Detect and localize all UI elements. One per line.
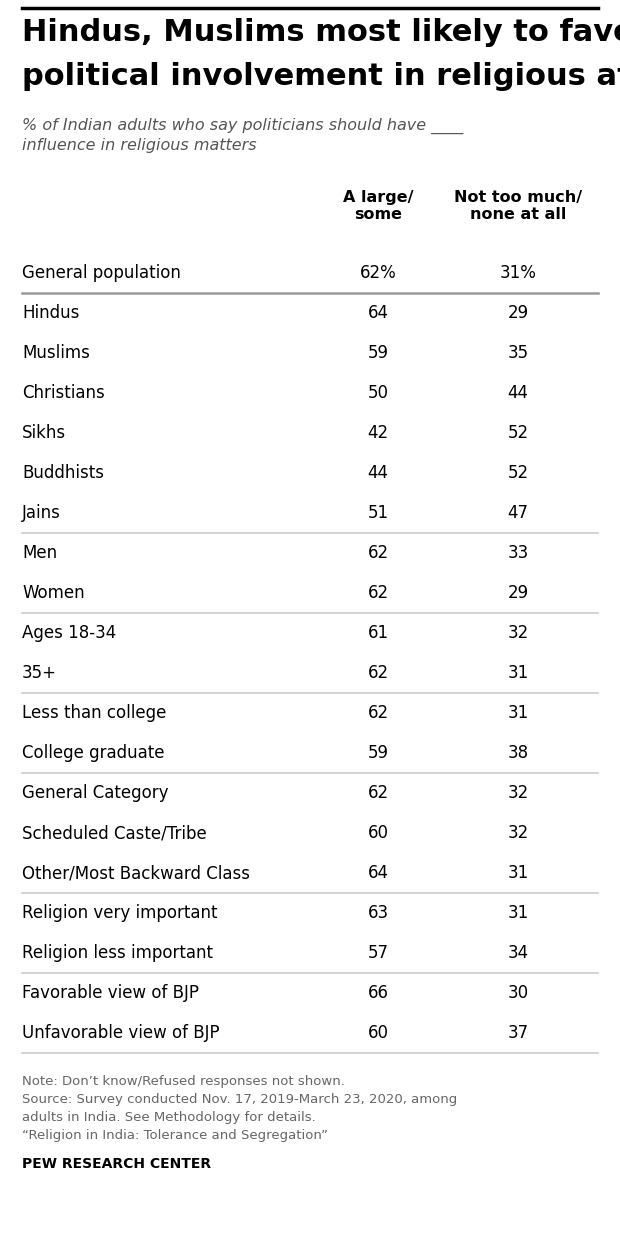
Text: 50: 50 xyxy=(368,384,389,402)
Text: 44: 44 xyxy=(508,384,528,402)
Text: 60: 60 xyxy=(368,1024,389,1042)
Text: General population: General population xyxy=(22,264,181,282)
Text: 31%: 31% xyxy=(500,264,536,282)
Text: 31: 31 xyxy=(507,904,529,922)
Text: 42: 42 xyxy=(368,423,389,442)
Text: 62%: 62% xyxy=(360,264,396,282)
Text: Hindus: Hindus xyxy=(22,305,79,322)
Text: Sikhs: Sikhs xyxy=(22,423,66,442)
Text: 33: 33 xyxy=(507,543,529,562)
Text: College graduate: College graduate xyxy=(22,744,164,763)
Text: 51: 51 xyxy=(368,504,389,522)
Text: 64: 64 xyxy=(368,305,389,322)
Text: Religion very important: Religion very important xyxy=(22,904,218,922)
Text: 31: 31 xyxy=(507,864,529,881)
Text: 31: 31 xyxy=(507,704,529,722)
Text: Ages 18-34: Ages 18-34 xyxy=(22,624,117,643)
Text: 47: 47 xyxy=(508,504,528,522)
Text: PEW RESEARCH CENTER: PEW RESEARCH CENTER xyxy=(22,1158,211,1171)
Text: 38: 38 xyxy=(507,744,529,763)
Text: Hindus, Muslims most likely to favor: Hindus, Muslims most likely to favor xyxy=(22,19,620,47)
Text: A large/
some: A large/ some xyxy=(343,189,414,223)
Text: Other/Most Backward Class: Other/Most Backward Class xyxy=(22,864,250,881)
Text: 35: 35 xyxy=(507,344,529,361)
Text: Christians: Christians xyxy=(22,384,105,402)
Text: 62: 62 xyxy=(368,784,389,802)
Text: 52: 52 xyxy=(507,423,529,442)
Text: 29: 29 xyxy=(507,305,529,322)
Text: 59: 59 xyxy=(368,744,389,763)
Text: Not too much/
none at all: Not too much/ none at all xyxy=(454,189,582,223)
Text: 62: 62 xyxy=(368,704,389,722)
Text: Less than college: Less than college xyxy=(22,704,166,722)
Text: 34: 34 xyxy=(507,945,529,962)
Text: 52: 52 xyxy=(507,464,529,482)
Text: 64: 64 xyxy=(368,864,389,881)
Text: Unfavorable view of BJP: Unfavorable view of BJP xyxy=(22,1024,219,1042)
Text: Muslims: Muslims xyxy=(22,344,90,361)
Text: Favorable view of BJP: Favorable view of BJP xyxy=(22,984,199,1002)
Text: 60: 60 xyxy=(368,825,389,842)
Text: 62: 62 xyxy=(368,664,389,682)
Text: 66: 66 xyxy=(368,984,389,1002)
Text: 57: 57 xyxy=(368,945,389,962)
Text: 30: 30 xyxy=(507,984,529,1002)
Text: 37: 37 xyxy=(507,1024,529,1042)
Text: 44: 44 xyxy=(368,464,389,482)
Text: Note: Don’t know/Refused responses not shown.
Source: Survey conducted Nov. 17, : Note: Don’t know/Refused responses not s… xyxy=(22,1075,458,1141)
Text: 31: 31 xyxy=(507,664,529,682)
Text: 59: 59 xyxy=(368,344,389,361)
Text: political involvement in religious affairs: political involvement in religious affai… xyxy=(22,62,620,92)
Text: 62: 62 xyxy=(368,543,389,562)
Text: 62: 62 xyxy=(368,584,389,602)
Text: Religion less important: Religion less important xyxy=(22,945,213,962)
Text: 63: 63 xyxy=(368,904,389,922)
Text: 61: 61 xyxy=(368,624,389,643)
Text: Jains: Jains xyxy=(22,504,61,522)
Text: 29: 29 xyxy=(507,584,529,602)
Text: Men: Men xyxy=(22,543,57,562)
Text: Scheduled Caste/Tribe: Scheduled Caste/Tribe xyxy=(22,825,206,842)
Text: % of Indian adults who say politicians should have ____
influence in religious m: % of Indian adults who say politicians s… xyxy=(22,118,463,154)
Text: 32: 32 xyxy=(507,624,529,643)
Text: 32: 32 xyxy=(507,825,529,842)
Text: General Category: General Category xyxy=(22,784,169,802)
Text: 35+: 35+ xyxy=(22,664,57,682)
Text: 32: 32 xyxy=(507,784,529,802)
Text: Women: Women xyxy=(22,584,84,602)
Text: Buddhists: Buddhists xyxy=(22,464,104,482)
